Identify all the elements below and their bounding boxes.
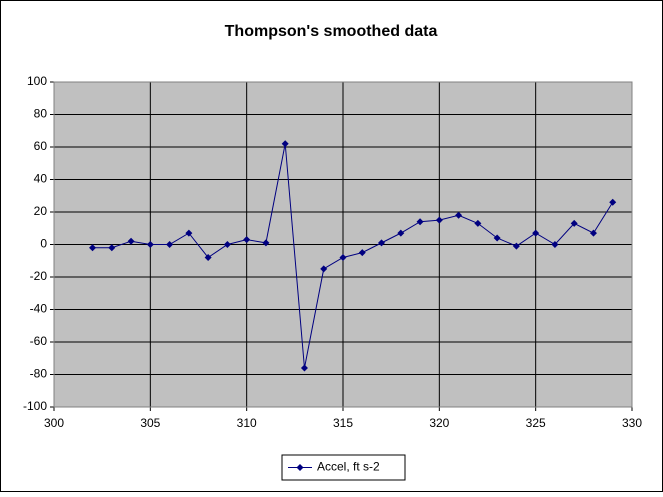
data-point [551, 241, 559, 248]
y-tick-label: 80 [34, 107, 48, 121]
chart-title: Thompson's smoothed data [225, 23, 438, 40]
data-point [108, 244, 116, 252]
data-point [300, 364, 308, 372]
data-point [378, 239, 386, 247]
data-point [223, 241, 231, 248]
y-tick-label: 0 [40, 237, 47, 251]
data-point [166, 241, 174, 248]
x-tick-label: 305 [140, 416, 160, 430]
data-point [146, 241, 154, 248]
x-tick-label: 315 [333, 416, 353, 430]
data-point [262, 239, 270, 247]
y-tick-label: -40 [30, 302, 48, 316]
data-point [127, 237, 135, 245]
data-point [243, 236, 251, 244]
y-tick-label: 20 [34, 204, 48, 218]
y-tick-label: 40 [34, 172, 48, 186]
data-point [474, 219, 482, 227]
data-point [589, 229, 597, 237]
y-tick-label: -60 [30, 334, 48, 348]
x-tick-label: 300 [44, 416, 64, 430]
data-point [281, 140, 289, 148]
data-point [204, 254, 212, 261]
data-point [89, 244, 97, 252]
data-point [609, 198, 617, 206]
x-tick-label: 320 [429, 416, 449, 430]
data-point [397, 229, 405, 237]
series-line [92, 143, 614, 369]
data-point [455, 211, 463, 219]
legend-label: Accel, ft s-2 [317, 460, 380, 474]
data-point [435, 216, 443, 224]
data-point [493, 234, 501, 242]
legend-marker [296, 464, 304, 471]
y-tick-label: 100 [27, 74, 47, 88]
y-tick-label: -100 [23, 399, 47, 413]
data-point [570, 219, 578, 227]
y-tick-label: -80 [30, 367, 48, 381]
plot-border [53, 81, 633, 408]
x-tick-label: 325 [526, 416, 546, 430]
x-tick-label: 310 [237, 416, 257, 430]
data-point [416, 218, 424, 226]
data-point [320, 265, 328, 273]
data-point [339, 254, 347, 261]
y-tick-label: -20 [30, 269, 48, 283]
data-point [512, 242, 520, 250]
data-point [185, 229, 193, 237]
data-point [358, 249, 366, 257]
x-tick-label: 330 [622, 416, 642, 430]
y-tick-label: 60 [34, 139, 48, 153]
data-point [532, 229, 540, 237]
